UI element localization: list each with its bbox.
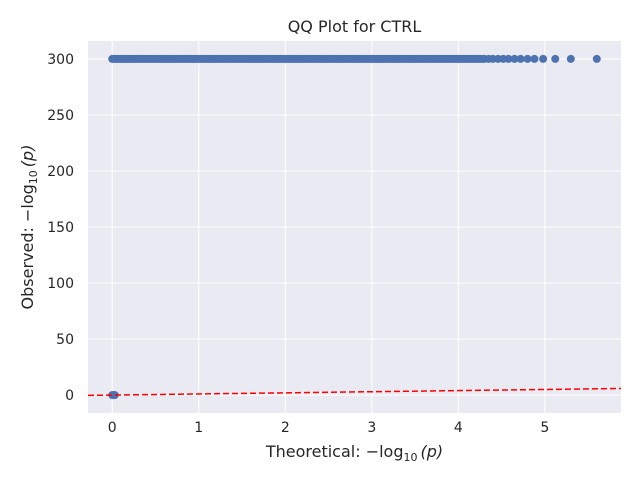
y-tick-label: 200 [47, 164, 74, 180]
y-tick-label: 150 [47, 220, 74, 236]
data-point [516, 54, 525, 63]
data-point [592, 54, 601, 63]
data-point [551, 54, 560, 63]
y-tick-label: 100 [47, 276, 74, 292]
data-point [539, 54, 548, 63]
y-tick-labels: 0 50 100 150 200 250 300 [47, 52, 74, 404]
data-point [523, 54, 532, 63]
x-axis-label-suffix: (p) [421, 442, 444, 461]
y-axis-label-suffix: (p) [18, 145, 37, 168]
y-tick-label: 250 [47, 108, 74, 124]
y-tick-label: 50 [56, 332, 74, 348]
y-axis-label-sub: 10 [27, 170, 40, 184]
y-tick-label: 300 [47, 52, 74, 68]
data-point [504, 54, 513, 63]
x-axis-label: Theoretical: −log10 (p) [265, 442, 443, 464]
x-tick-label: 4 [454, 420, 463, 436]
chart-title: QQ Plot for CTRL [288, 17, 422, 36]
data-point [110, 391, 119, 400]
x-axis-label-sub: 10 [404, 451, 418, 464]
x-tick-label: 1 [194, 420, 203, 436]
data-point [530, 54, 539, 63]
reference-line-segment [87, 387, 622, 397]
reference-line [87, 387, 622, 397]
x-tick-labels: 0 1 2 3 4 5 [108, 420, 550, 436]
x-tick-label: 3 [367, 420, 376, 436]
y-axis-label-prefix: Observed: −log [18, 184, 37, 309]
grid-lines [88, 41, 621, 413]
x-tick-label: 5 [540, 420, 549, 436]
data-points [108, 54, 601, 400]
data-point [510, 54, 519, 63]
x-tick-label: 2 [281, 420, 290, 436]
x-axis-label-prefix: Theoretical: −log [265, 442, 404, 461]
y-tick-label: 0 [65, 388, 74, 404]
data-point [566, 54, 575, 63]
y-axis-label: Observed: −log10 (p) [18, 145, 40, 310]
x-tick-label: 0 [108, 420, 117, 436]
